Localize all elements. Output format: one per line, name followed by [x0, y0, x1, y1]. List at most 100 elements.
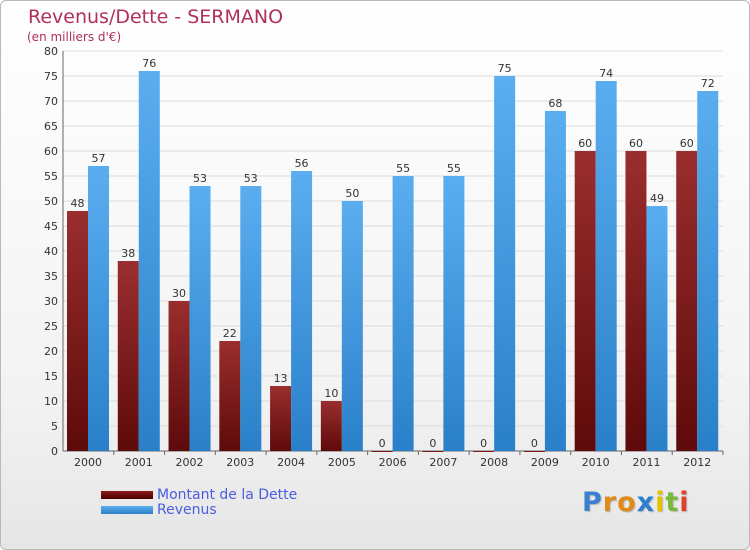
bar-debt: [422, 451, 444, 452]
x-tick-label: 2005: [328, 456, 356, 469]
bar-debt: [168, 301, 190, 451]
legend-swatch-revenue: [101, 505, 153, 514]
bar-debt: [67, 211, 88, 451]
data-label-revenue: 49: [650, 192, 664, 205]
bar-debt: [625, 151, 647, 451]
data-label-debt: 13: [274, 372, 288, 385]
bar-revenue: [595, 81, 617, 451]
legend-swatch-debt: [101, 490, 153, 499]
y-tick-label: 45: [44, 220, 58, 233]
logo-letter: r: [602, 487, 618, 518]
proxiti-logo: Proxiti: [582, 487, 690, 518]
bar-revenue: [392, 176, 414, 451]
y-tick-label: 40: [44, 245, 58, 258]
bar-debt: [219, 341, 241, 451]
bar-revenue: [697, 91, 719, 451]
y-tick-label: 55: [44, 170, 58, 183]
bar-revenue: [494, 76, 516, 451]
legend-item-debt: Montant de la Dette: [101, 486, 298, 503]
bar-revenue: [189, 186, 211, 451]
bar-debt: [473, 451, 495, 452]
y-tick-label: 0: [51, 445, 58, 458]
legend: Montant de la Dette Revenus: [101, 486, 298, 518]
data-label-debt: 22: [223, 327, 237, 340]
x-tick-label: 2007: [429, 456, 457, 469]
data-label-debt: 60: [629, 137, 643, 150]
data-label-revenue: 68: [548, 97, 562, 110]
y-tick-label: 25: [44, 320, 58, 333]
bar-revenue: [138, 71, 160, 451]
bar-debt: [270, 386, 292, 451]
chart-subtitle: (en milliers d'€): [27, 30, 122, 44]
logo-letter: P: [582, 487, 603, 518]
bar-revenue: [544, 111, 566, 451]
bar-revenue: [88, 166, 109, 451]
y-tick-label: 5: [51, 420, 58, 433]
chart-title: Revenus/Dette - SERMANO: [28, 6, 284, 28]
data-label-revenue: 55: [447, 162, 461, 175]
data-label-debt: 10: [324, 387, 338, 400]
x-tick-label: 2006: [379, 456, 407, 469]
logo-letter: t: [665, 487, 680, 518]
y-tick-label: 30: [44, 295, 58, 308]
x-tick-label: 2009: [531, 456, 559, 469]
y-tick-label: 15: [44, 370, 58, 383]
x-tick-label: 2010: [582, 456, 610, 469]
y-tick-label: 50: [44, 195, 58, 208]
data-label-revenue: 74: [599, 67, 613, 80]
logo-letter: i: [655, 487, 666, 518]
data-label-revenue: 56: [295, 157, 309, 170]
data-label-revenue: 75: [498, 62, 512, 75]
bar-debt: [676, 151, 698, 451]
bar-debt: [320, 401, 342, 451]
data-label-debt: 0: [480, 437, 487, 450]
bar-revenue: [240, 186, 262, 451]
data-label-revenue: 53: [193, 172, 207, 185]
x-tick-label: 2001: [125, 456, 153, 469]
bar-revenue: [291, 171, 313, 451]
data-label-revenue: 55: [396, 162, 410, 175]
y-tick-label: 65: [44, 120, 58, 133]
x-tick-label: 2008: [480, 456, 508, 469]
logo-letter: i: [679, 487, 690, 518]
data-label-revenue: 72: [701, 77, 715, 90]
x-tick-label: 2003: [226, 456, 254, 469]
y-tick-label: 20: [44, 345, 58, 358]
data-label-revenue: 50: [345, 187, 359, 200]
y-tick-label: 75: [44, 70, 58, 83]
x-tick-label: 2011: [632, 456, 660, 469]
logo-letter: o: [617, 487, 637, 518]
data-label-debt: 38: [121, 247, 135, 260]
x-tick-label: 2000: [74, 456, 102, 469]
y-tick-label: 80: [44, 45, 58, 58]
x-tick-label: 2012: [683, 456, 711, 469]
data-label-revenue: 53: [244, 172, 258, 185]
bar-revenue: [443, 176, 465, 451]
bar-revenue: [341, 201, 363, 451]
y-tick-label: 70: [44, 95, 58, 108]
x-tick-label: 2004: [277, 456, 305, 469]
y-tick-label: 35: [44, 270, 58, 283]
bar-debt: [574, 151, 596, 451]
legend-label-debt: Montant de la Dette: [157, 486, 298, 503]
data-label-debt: 60: [680, 137, 694, 150]
logo-letter: x: [636, 487, 656, 518]
data-label-revenue: 57: [92, 152, 106, 165]
data-label-debt: 0: [429, 437, 436, 450]
data-label-debt: 60: [578, 137, 592, 150]
legend-item-revenue: Revenus: [101, 501, 297, 518]
data-label-debt: 0: [379, 437, 386, 450]
bar-revenue: [646, 206, 668, 451]
data-label-revenue: 76: [142, 57, 156, 70]
bar-debt: [117, 261, 139, 451]
bar-debt: [523, 451, 545, 452]
data-label-debt: 0: [531, 437, 538, 450]
x-tick-label: 2002: [176, 456, 204, 469]
legend-label-revenue: Revenus: [157, 501, 217, 518]
y-tick-label: 60: [44, 145, 58, 158]
y-tick-label: 10: [44, 395, 58, 408]
bar-debt: [371, 451, 393, 452]
data-label-debt: 30: [172, 287, 186, 300]
